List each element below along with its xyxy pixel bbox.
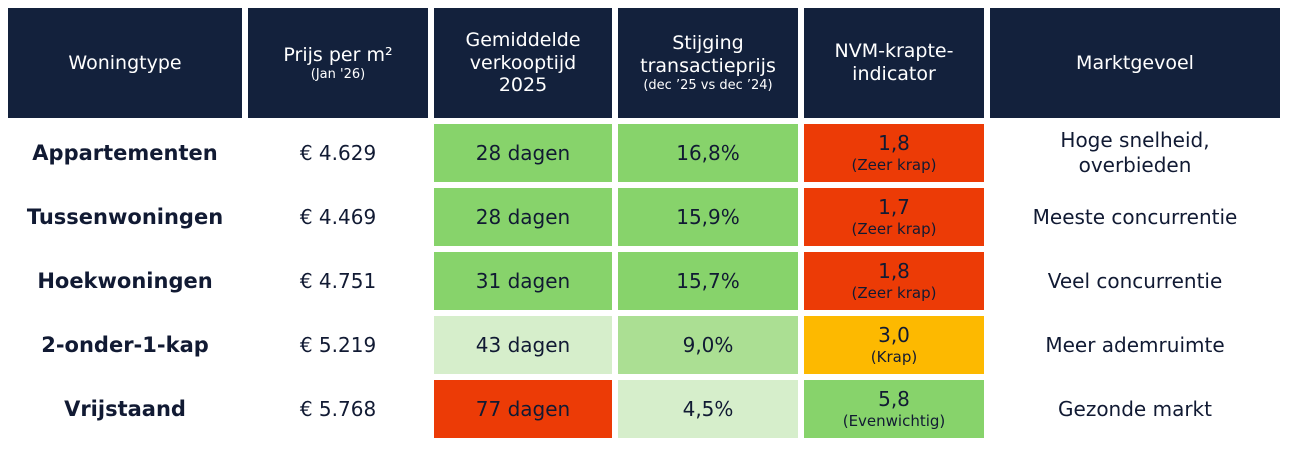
index-label: (Zeer krap) [851, 156, 937, 175]
index-cell: 1,8 (Zeer krap) [804, 124, 984, 182]
feeling-text: Hoge snelheid, [1060, 128, 1210, 152]
type-cell: 2-onder-1-kap [41, 332, 209, 357]
time-cell: 28 dagen [434, 124, 612, 182]
header-text: Gemiddelde [465, 28, 581, 51]
rise-cell: 16,8% [618, 124, 798, 182]
header-cell: Woningtype [8, 8, 242, 118]
header-cell: NVM-krapte-indicator [804, 8, 984, 118]
index-cell: 5,8 (Evenwichtig) [804, 380, 984, 438]
index-value: 3,0 [878, 323, 910, 348]
index-label: (Zeer krap) [851, 284, 937, 303]
rise-cell: 15,9% [618, 188, 798, 246]
header-text: transactieprijs [640, 55, 776, 78]
index-label: (Krap) [870, 348, 918, 367]
feeling-cell: Hoge snelheid, overbieden [990, 124, 1280, 182]
header-cell: Gemiddelde verkooptijd 2025 [434, 8, 612, 118]
header-text: Prijs per m² [283, 43, 393, 66]
feeling-text: Meeste concurrentie [1032, 204, 1238, 229]
feeling-cell: Meer ademruimte [990, 316, 1280, 374]
price-cell: € 4.629 [299, 140, 377, 165]
feeling-text: Veel concurrentie [1047, 268, 1223, 293]
index-value: 5,8 [878, 387, 910, 412]
time-cell: 28 dagen [434, 188, 612, 246]
type-cell: Hoekwoningen [37, 268, 213, 293]
price-cell: € 4.469 [299, 204, 377, 229]
feeling-text: Gezonde markt [1058, 396, 1212, 421]
header-text: indicator [852, 63, 936, 85]
feeling-cell: Meeste concurrentie [990, 188, 1280, 246]
price-cell: € 5.219 [299, 332, 377, 357]
index-label: (Evenwichtig) [842, 412, 946, 431]
price-cell: € 4.751 [299, 268, 377, 293]
price-cell: € 5.768 [299, 396, 377, 421]
index-label: (Zeer krap) [851, 220, 937, 239]
header-cell: Stijging transactieprijs (dec ’25 vs dec ’… [618, 8, 798, 118]
index-cell: 1,7 (Zeer krap) [804, 188, 984, 246]
header-text: Woningtype [68, 51, 182, 74]
header-cell: Marktgevoel [990, 8, 1280, 118]
rise-cell: 9,0% [618, 316, 798, 374]
header-text: Marktgevoel [1076, 51, 1194, 74]
time-cell: 43 dagen [434, 316, 612, 374]
feeling-cell: Veel concurrentie [990, 252, 1280, 310]
index-cell: 1,8 (Zeer krap) [804, 252, 984, 310]
header-cell: Prijs per m² (Jan '26) [248, 8, 428, 118]
index-value: 1,8 [878, 131, 910, 156]
type-cell: Tussenwoningen [26, 204, 224, 229]
feeling-cell: Gezonde markt [990, 380, 1280, 438]
header-text: NVM-krapte- [834, 40, 954, 63]
time-cell: 31 dagen [434, 252, 612, 310]
feeling-text: Meer ademruimte [1045, 332, 1225, 357]
index-cell: 3,0 (Krap) [804, 316, 984, 374]
header-subtext: (dec ’25 vs dec ’24) [643, 78, 773, 93]
header-text: Stijging [672, 32, 744, 55]
type-cell: Vrijstaand [64, 396, 186, 421]
type-cell: Appartementen [32, 140, 218, 165]
rise-cell: 15,7% [618, 252, 798, 310]
feeling-text: overbieden [1078, 153, 1192, 177]
index-value: 1,7 [878, 195, 910, 220]
index-value: 1,8 [878, 259, 910, 284]
table: Woningtype Prijs per m² (Jan '26) Gemiddeld… [8, 8, 1280, 438]
header-subtext: (Jan '26) [310, 66, 366, 82]
time-cell: 77 dagen [434, 380, 612, 438]
header-text: 2025 [498, 74, 548, 97]
rise-cell: 4,5% [618, 380, 798, 438]
header-text: verkooptijd [469, 51, 577, 74]
